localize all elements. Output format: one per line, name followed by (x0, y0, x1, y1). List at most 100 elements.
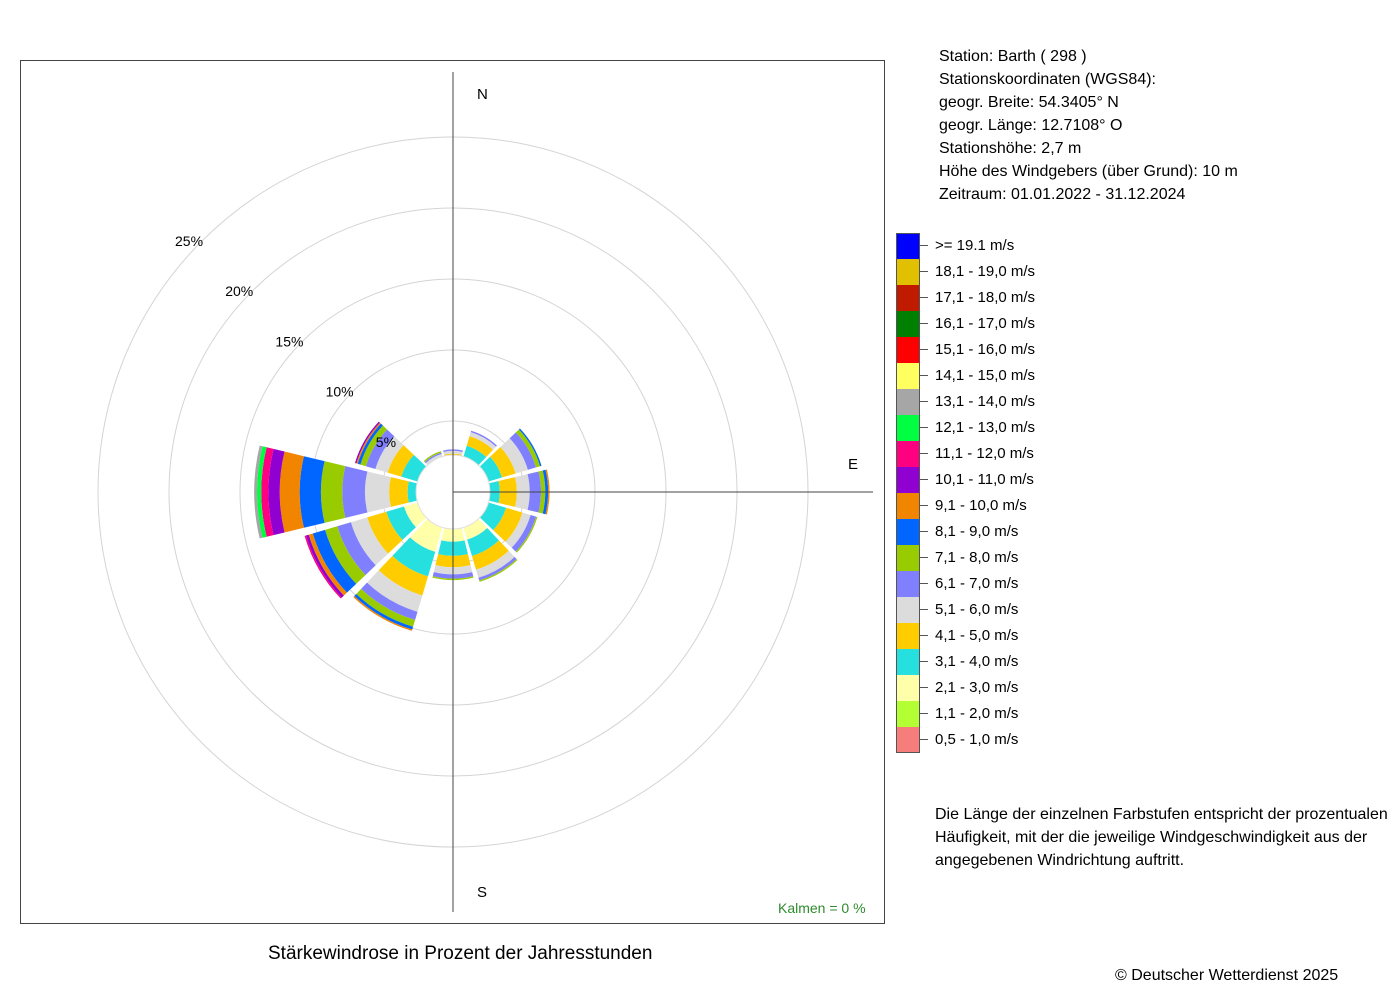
legend-swatch (896, 649, 920, 675)
petal-segment (342, 466, 368, 518)
legend-tick (920, 401, 928, 402)
petal-segment (361, 582, 418, 620)
note-line: Häufigkeit, mit der die jeweilige Windge… (935, 829, 1368, 846)
petal-segment (515, 429, 541, 468)
petal-segment (392, 537, 436, 577)
legend-item: 2,1 - 3,0 m/s (896, 675, 1096, 701)
legend-swatch (896, 441, 920, 467)
petal-segment (337, 522, 376, 576)
legend-tick (920, 271, 928, 272)
station-info-line: Station: Barth ( 298 ) (939, 48, 1087, 65)
petal-segment (357, 423, 383, 465)
legend-swatch (896, 623, 920, 649)
calm-label: Kalmen = 0 % (778, 900, 866, 916)
petal-segment (479, 456, 503, 482)
petal-segment (471, 540, 509, 570)
legend-tick (920, 479, 928, 480)
legend-item: 0,5 - 1,0 m/s (896, 727, 1096, 753)
legend-tick (920, 505, 928, 506)
station-info-line: Stationshöhe: 2,7 m (939, 140, 1082, 157)
petal-segment (360, 425, 388, 467)
legend-tick (920, 739, 928, 740)
copyright-text: © Deutscher Wetterdienst 2025 (1115, 967, 1339, 984)
petal-segment (387, 445, 414, 477)
petal-segment (490, 447, 516, 478)
petal-segment (378, 555, 428, 596)
petal-segment (493, 507, 523, 542)
legend-tick (920, 557, 928, 558)
ring-label: 10% (326, 384, 354, 400)
legend-tick (920, 661, 928, 662)
note-line: angegebenen Windrichtung auftritt. (935, 852, 1185, 869)
petal-segment (350, 517, 389, 566)
ring-label: 25% (175, 233, 203, 249)
petal-segment (261, 447, 274, 537)
petal-segment (432, 576, 474, 581)
legend-label: 17,1 - 18,0 m/s (935, 289, 1036, 306)
legend-tick (920, 531, 928, 532)
legend-label: 8,1 - 9,0 m/s (935, 523, 1019, 540)
legend-tick (920, 687, 928, 688)
petal-segment (254, 445, 263, 539)
petal-segment (466, 436, 494, 457)
legend-item: 6,1 - 7,0 m/s (896, 571, 1096, 597)
legend-swatch (896, 415, 920, 441)
petal-segment (375, 436, 404, 473)
legend-label: 10,1 - 11,0 m/s (935, 471, 1034, 488)
legend-item: 10,1 - 11,0 m/s (896, 467, 1096, 493)
petal-segment (364, 471, 391, 513)
petal-segment (356, 588, 416, 627)
ring-label: 15% (275, 333, 303, 349)
petal-segment (511, 514, 537, 552)
petal-segment (312, 529, 357, 593)
petal-segment (479, 558, 518, 582)
legend-tick (920, 427, 928, 428)
petal-segment (470, 430, 497, 447)
legend-tick (920, 453, 928, 454)
legend-item: 7,1 - 8,0 m/s (896, 545, 1096, 571)
legend-label: 7,1 - 8,0 m/s (935, 549, 1019, 566)
legend-swatch (896, 493, 920, 519)
legend-tick (920, 297, 928, 298)
legend-tick (920, 609, 928, 610)
legend-tick (920, 323, 928, 324)
legend-swatch (896, 389, 920, 415)
petal-segment (354, 593, 414, 630)
legend-swatch (896, 675, 920, 701)
legend-swatch (896, 337, 920, 363)
legend-label: 3,1 - 4,0 m/s (935, 653, 1019, 670)
station-info-line: Stationskoordinaten (WGS84): (939, 71, 1156, 88)
legend-item: 8,1 - 9,0 m/s (896, 519, 1096, 545)
legend-label: 16,1 - 17,0 m/s (935, 315, 1036, 332)
legend-swatch (896, 467, 920, 493)
petal-segment (308, 533, 347, 596)
legend-label: 11,1 - 12,0 m/s (935, 445, 1034, 462)
note-line: Die Länge der einzelnen Farbstufen entsp… (935, 806, 1388, 823)
legend-item: 3,1 - 4,0 m/s (896, 649, 1096, 675)
compass-label-south: S (477, 884, 487, 901)
petal-segment (545, 469, 550, 515)
station-info-line: geogr. Länge: 12.7108° O (939, 117, 1123, 134)
petal-segment (279, 451, 304, 533)
legend-swatch (896, 727, 920, 753)
plot-frame (20, 60, 885, 924)
legend-label: 1,1 - 2,0 m/s (935, 705, 1019, 722)
petal-segment (386, 506, 416, 540)
compass-label-east: E (848, 456, 858, 473)
legend-item: 18,1 - 19,0 m/s (896, 259, 1096, 285)
petal-segment (469, 432, 497, 450)
legend-label: 18,1 - 19,0 m/s (935, 263, 1036, 280)
legend-label: 6,1 - 7,0 m/s (935, 575, 1019, 592)
station-info-line: Zeitraum: 01.01.2022 - 31.12.2024 (939, 186, 1186, 203)
petal-segment (518, 428, 542, 467)
petal-segment (325, 526, 366, 584)
legend-swatch (896, 545, 920, 571)
legend-tick (920, 349, 928, 350)
station-info-line: geogr. Breite: 54.3405° N (939, 94, 1119, 111)
legend-item: 5,1 - 6,0 m/s (896, 597, 1096, 623)
legend-tick (920, 375, 928, 376)
legend-item: 13,1 - 14,0 m/s (896, 389, 1096, 415)
petal-segment (299, 456, 325, 528)
petal-segment (356, 422, 381, 464)
